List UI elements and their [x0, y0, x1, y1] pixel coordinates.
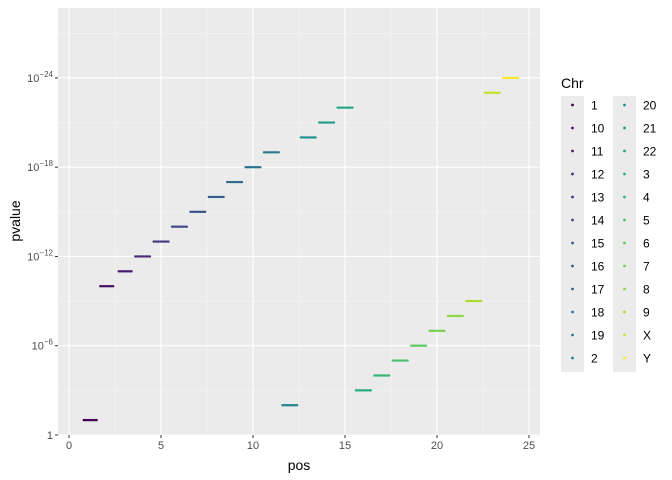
data-point-chr-3 [369, 389, 372, 392]
legend-label: 5 [643, 214, 650, 228]
legend-label: 13 [591, 191, 605, 205]
data-point-chr-X [498, 91, 501, 95]
y-tick-label: 10−24 [27, 70, 53, 85]
x-tick-label: 15 [339, 440, 351, 452]
legend-key-chr-7 [623, 264, 626, 268]
data-point-chr-16 [222, 195, 225, 199]
x-tick-label: 20 [431, 440, 443, 452]
legend-key-chr-19 [571, 333, 574, 337]
data-point-chr-7 [443, 329, 446, 333]
legend-key-chr-13 [571, 195, 574, 199]
data-point-chr-9 [479, 299, 483, 303]
x-axis-title: pos [288, 457, 311, 473]
data-point-chr-21 [332, 121, 336, 124]
legend-label: X [643, 329, 651, 343]
data-point-chr-10 [111, 285, 115, 288]
legend-label: 7 [643, 260, 650, 274]
legend-label: 11 [591, 145, 604, 159]
legend-key-chr-21 [623, 126, 626, 130]
legend-label: 17 [591, 283, 605, 297]
y-tick-label: 10−18 [27, 159, 53, 174]
legend-label: 3 [643, 168, 650, 182]
data-point-chr-19 [277, 151, 280, 154]
legend-label: 20 [643, 99, 657, 113]
data-point-chr-2 [295, 404, 299, 407]
x-tick-label: 0 [66, 440, 72, 452]
legend-key-chr-10 [571, 126, 574, 130]
y-axis-title: pvalue [7, 200, 23, 241]
data-point-chr-14 [185, 225, 188, 228]
legend-key-bg-col1 [561, 96, 584, 372]
legend-label: 15 [591, 237, 605, 251]
legend-key-chr-22 [623, 149, 626, 153]
legend-label: Y [643, 352, 651, 366]
data-point-chr-13 [167, 240, 170, 243]
legend-label: 6 [643, 237, 650, 251]
data-point-chr-4 [387, 374, 391, 377]
x-axis-ticks: 0 5 10 15 20 25 [66, 435, 535, 452]
legend-key-bg-col2 [613, 96, 636, 372]
legend-key-chr-3 [623, 172, 626, 176]
legend-key-chr-17 [571, 287, 574, 291]
legend-label: 1 [591, 99, 598, 113]
x-tick-label: 10 [247, 440, 259, 452]
data-point-chr-8 [461, 314, 464, 318]
minor-gridlines [58, 8, 540, 435]
legend-key-chr-2 [571, 356, 574, 360]
data-point-chr-18 [259, 165, 262, 169]
data-point-chr-1 [95, 418, 98, 422]
y-tick-label: 10−6 [32, 338, 54, 353]
legend-key-chr-16 [571, 264, 574, 268]
legend-title: Chr [561, 75, 584, 91]
data-point-chr-Y [516, 76, 520, 80]
y-tick-label: 10−12 [27, 248, 53, 263]
legend-key-chr-9 [623, 310, 626, 314]
legend-label: 2 [591, 352, 598, 366]
data-point-chr-15 [203, 210, 207, 214]
legend: Chr 1 10 11 12 13 14 15 16 17 18 19 2 20 21 22 3 4 5 6 7 8 9 X… [561, 75, 657, 372]
legend-label: 8 [643, 283, 650, 297]
legend-key-chr-5 [623, 218, 626, 222]
data-point-chr-22 [351, 106, 354, 109]
legend-label: 10 [591, 122, 605, 136]
legend-key-chr-20 [623, 103, 626, 107]
legend-label: 16 [591, 260, 605, 274]
x-tick-label: 5 [158, 440, 164, 452]
data-points [82, 76, 520, 422]
legend-label: 12 [591, 168, 605, 182]
legend-label: 14 [591, 214, 605, 228]
legend-key-chr-1 [571, 103, 574, 107]
data-point-chr-11 [130, 270, 133, 273]
y-tick-label: 1 [47, 430, 53, 442]
data-point-chr-20 [314, 136, 317, 139]
x-tick-label: 25 [523, 440, 535, 452]
data-point-chr-6 [424, 344, 428, 347]
legend-key-chr-18 [571, 310, 574, 314]
legend-key-chr-12 [571, 172, 574, 176]
legend-key-chr-11 [571, 149, 574, 153]
y-axis-ticks: 1 10−6 10−12 10−18 10−24 [27, 70, 58, 442]
data-point-chr-5 [406, 359, 409, 362]
data-point-chr-17 [240, 180, 244, 184]
legend-key-chr-6 [623, 241, 626, 245]
legend-key-chr-15 [571, 241, 574, 245]
major-gridlines [58, 8, 540, 436]
legend-key-chr-Y [623, 356, 626, 360]
legend-key-chr-8 [623, 287, 626, 291]
legend-label: 9 [643, 306, 650, 320]
legend-key-chr-4 [623, 195, 626, 199]
legend-label: 4 [643, 191, 650, 205]
legend-key-chr-14 [571, 218, 574, 222]
legend-label: 18 [591, 306, 605, 320]
legend-label: 22 [643, 145, 657, 159]
legend-key-chr-X [623, 333, 626, 337]
legend-label: 19 [591, 329, 605, 343]
data-point-chr-12 [148, 255, 152, 258]
legend-label: 21 [643, 122, 657, 136]
